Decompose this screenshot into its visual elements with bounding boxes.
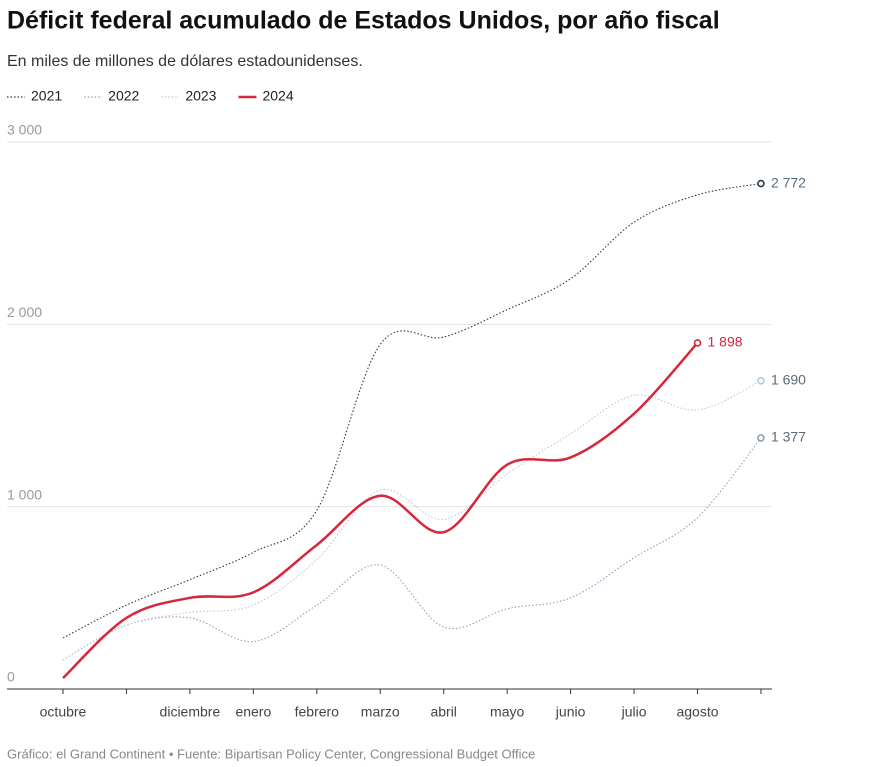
end-point	[757, 377, 765, 385]
x-tick-label: octubre	[40, 704, 87, 720]
series-line	[62, 437, 762, 661]
x-tick-label: marzo	[361, 704, 400, 720]
end-point	[757, 434, 765, 442]
chart-subtitle: En miles de millones de dólares estadoun…	[7, 53, 363, 70]
chart-title: Déficit federal acumulado de Estados Uni…	[7, 7, 720, 35]
x-tick-label: mayo	[490, 704, 524, 720]
x-tick-label: enero	[235, 704, 271, 720]
end-point	[693, 339, 702, 347]
y-tick-label: 1 000	[7, 486, 42, 502]
end-point	[757, 179, 765, 188]
y-tick-label: 0	[7, 669, 15, 685]
legend-label: 2024	[262, 88, 293, 104]
legend-label: 2021	[31, 88, 62, 104]
value-label: 1 898	[708, 334, 743, 350]
x-tick-label: abril	[430, 704, 456, 720]
y-tick-label: 2 000	[7, 304, 42, 320]
value-label: 2 772	[771, 174, 806, 190]
x-tick-label: febrero	[295, 704, 340, 720]
x-tick-label: julio	[621, 704, 647, 720]
value-label: 1 690	[771, 372, 806, 388]
value-label: 1 377	[771, 429, 806, 445]
x-tick-label: junio	[555, 704, 586, 720]
series-line	[62, 380, 762, 661]
legend-label: 2023	[185, 88, 216, 104]
series-line	[62, 342, 699, 679]
source-note: Gráfico: el Grand Continent • Fuente: Bi…	[7, 746, 535, 761]
series-line	[62, 183, 762, 639]
legend-label: 2022	[108, 88, 139, 104]
y-tick-label: 3 000	[7, 122, 42, 138]
x-tick-label: agosto	[676, 704, 718, 720]
x-tick-label: diciembre	[160, 704, 221, 720]
